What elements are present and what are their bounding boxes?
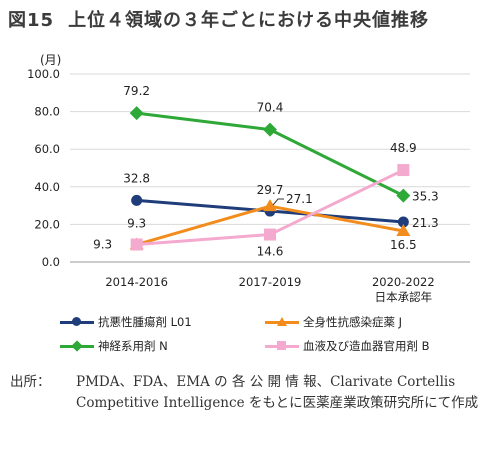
y-tick-label: 80.0 — [34, 105, 60, 119]
legend-label: 全身性抗感染症薬 J — [303, 315, 403, 329]
legend-item: 抗悪性腫瘍剤 L01 — [60, 314, 265, 330]
x-tick-label: 2020-2022 — [372, 275, 435, 289]
figure-number: 図15 — [8, 10, 55, 31]
figure-title-text: 上位４領域の３年ごとにおける中央値推移 — [68, 10, 430, 31]
y-tick-label: 20.0 — [34, 217, 60, 231]
data-label: 14.6 — [257, 245, 284, 259]
data-point — [397, 216, 409, 228]
legend-label: 抗悪性腫瘍剤 L01 — [98, 315, 192, 329]
data-point — [263, 122, 277, 137]
legend-item: 血液及び造血器官用剤 B — [265, 338, 470, 354]
data-label: 48.9 — [390, 141, 417, 155]
legend-swatch — [60, 316, 94, 328]
y-tick-label: 60.0 — [34, 142, 60, 156]
y-tick-label: 40.0 — [34, 180, 60, 194]
data-label: 32.8 — [123, 171, 150, 185]
x-tick-sublabel: 日本承認年 — [375, 290, 433, 304]
x-tick-label: 2017-2019 — [239, 275, 302, 289]
data-point — [129, 106, 144, 121]
label-leader-line — [272, 198, 284, 206]
data-label: 70.4 — [257, 101, 284, 115]
chart-legend: 抗悪性腫瘍剤 L01 全身性抗感染症薬 J 神経系用剤 N 血液及び造血器官用剤 B — [60, 314, 470, 354]
source-note: 出所： PMDA、FDA、EMA の 各 公 開 情 報、Clarivate C… — [10, 372, 492, 414]
legend-swatch — [265, 316, 299, 328]
legend-swatch — [265, 340, 299, 352]
data-label: 29.7 — [257, 183, 284, 197]
source-text: PMDA、FDA、EMA の 各 公 開 情 報、Clarivate Corte… — [76, 374, 479, 411]
y-axis-unit-label: (月) — [40, 53, 61, 67]
data-label: 27.1 — [286, 192, 313, 206]
data-label: 16.5 — [390, 238, 417, 252]
data-label: 35.3 — [412, 190, 439, 204]
figure-title: 図15 上位４領域の３年ごとにおける中央値推移 — [8, 6, 429, 32]
y-tick-label: 0.0 — [42, 255, 60, 269]
data-point — [396, 188, 411, 203]
data-point — [130, 238, 143, 251]
legend-label: 血液及び造血器官用剤 B — [303, 339, 430, 353]
data-point — [131, 194, 143, 206]
legend-swatch — [60, 340, 94, 352]
source-lead: 出所： — [10, 374, 51, 390]
data-label: 79.2 — [123, 84, 150, 98]
data-point — [396, 223, 411, 236]
data-point — [397, 164, 410, 177]
legend-item: 全身性抗感染症薬 J — [265, 314, 470, 330]
legend-item: 神経系用剤 N — [60, 338, 265, 354]
data-label: 9.3 — [93, 238, 112, 252]
x-tick-label: 2014-2016 — [105, 275, 168, 289]
data-label: 21.3 — [412, 216, 439, 230]
legend-label: 神経系用剤 N — [98, 339, 168, 353]
data-point — [264, 228, 276, 241]
line-chart: (月) 0.0 20.0 40.0 60.0 80.0 100.0 2014-2016 2017… — [27, 53, 470, 304]
y-tick-label: 100.0 — [27, 67, 60, 81]
data-point — [263, 199, 277, 212]
data-label: 9.3 — [127, 217, 146, 231]
